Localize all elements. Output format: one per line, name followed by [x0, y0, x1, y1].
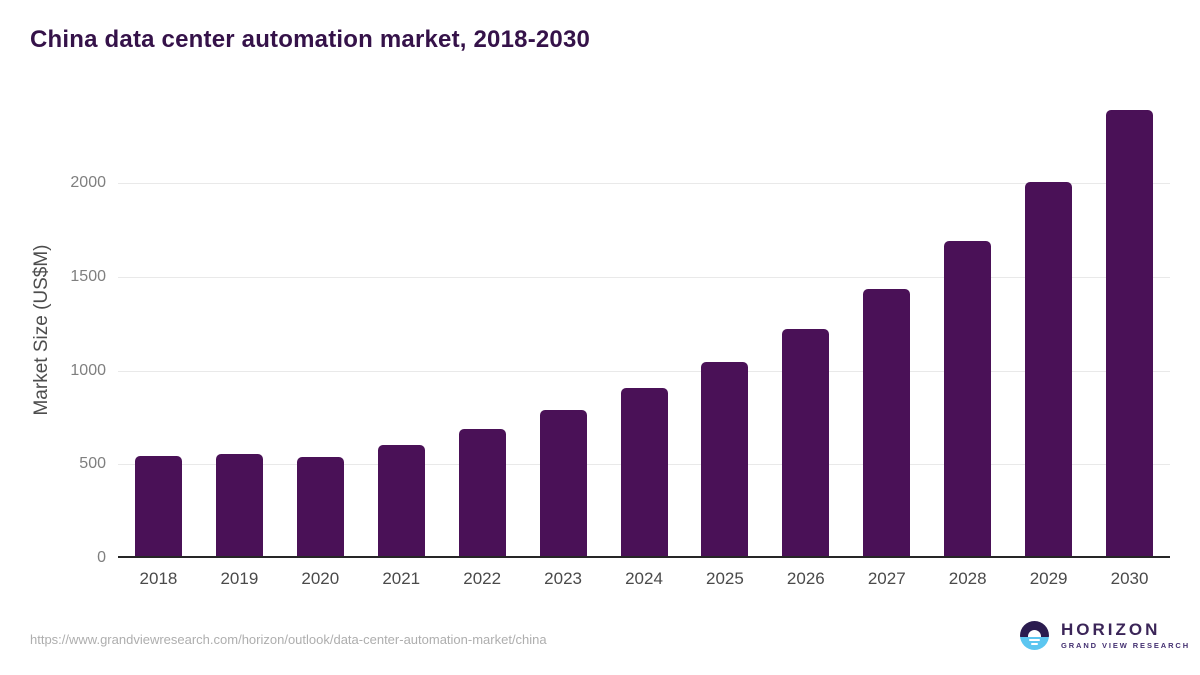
source-url: https://www.grandviewresearch.com/horizo…	[30, 632, 547, 647]
bar-2024	[620, 388, 668, 556]
bar-2020	[296, 457, 344, 556]
x-tick-label-2022: 2022	[463, 569, 502, 588]
logo-tagline: GRAND VIEW RESEARCH	[1061, 641, 1191, 650]
plot-area	[118, 100, 1170, 558]
logo-text: HORIZON GRAND VIEW RESEARCH	[1061, 620, 1191, 651]
x-tick-label-2021: 2021	[382, 569, 421, 588]
y-tick-label-2000: 2000	[70, 174, 106, 191]
gridline-1500	[118, 276, 1170, 278]
x-axis-labels: 2018 2019 2020 2021 2022 2023 2024 2025 2026 2027…	[118, 569, 1170, 593]
bar-2018	[134, 455, 182, 556]
bar-2029	[1025, 181, 1073, 556]
bar-2030	[1106, 109, 1154, 556]
gridline-1000	[118, 370, 1170, 372]
y-axis-ticks: 0 500 1000 1500 2000	[0, 100, 106, 566]
horizon-line-icon	[1031, 643, 1038, 645]
x-tick-label-2026: 2026	[786, 569, 825, 588]
x-tick-label-2028: 2028	[948, 569, 987, 588]
horizon-logo: HORIZON GRAND VIEW RESEARCH	[1020, 621, 1190, 650]
bar-2021	[377, 445, 425, 556]
bar-2023	[539, 410, 587, 556]
bar-2022	[458, 429, 506, 556]
y-tick-label-0: 0	[97, 549, 106, 566]
x-tick-label-2030: 2030	[1110, 569, 1149, 588]
x-tick-label-2025: 2025	[706, 569, 744, 588]
bar-2028	[944, 241, 992, 556]
y-tick-label-1000: 1000	[70, 361, 106, 379]
x-tick-label-2029: 2029	[1029, 569, 1068, 588]
sun-over-horizon-icon	[1020, 621, 1049, 650]
chart-title: China data center automation market, 201…	[30, 26, 591, 53]
bar-2027	[863, 288, 911, 556]
gridline-2000	[118, 183, 1170, 184]
x-tick-label-2018: 2018	[139, 569, 178, 588]
x-tick-label-2024: 2024	[625, 569, 663, 588]
bar-2026	[782, 329, 830, 556]
horizon-line-icon	[1029, 639, 1040, 641]
x-tick-label-2019: 2019	[220, 569, 259, 588]
y-tick-label-500: 500	[79, 455, 106, 473]
x-tick-label-2023: 2023	[544, 569, 582, 588]
bar-2019	[215, 454, 263, 556]
bar-2025	[701, 361, 749, 556]
logo-brand-name: HORIZON	[1061, 620, 1161, 639]
x-tick-label-2027: 2027	[867, 569, 906, 588]
y-tick-label-1500: 1500	[70, 267, 106, 285]
sun-icon	[1028, 630, 1041, 637]
x-tick-label-2020: 2020	[301, 569, 340, 588]
